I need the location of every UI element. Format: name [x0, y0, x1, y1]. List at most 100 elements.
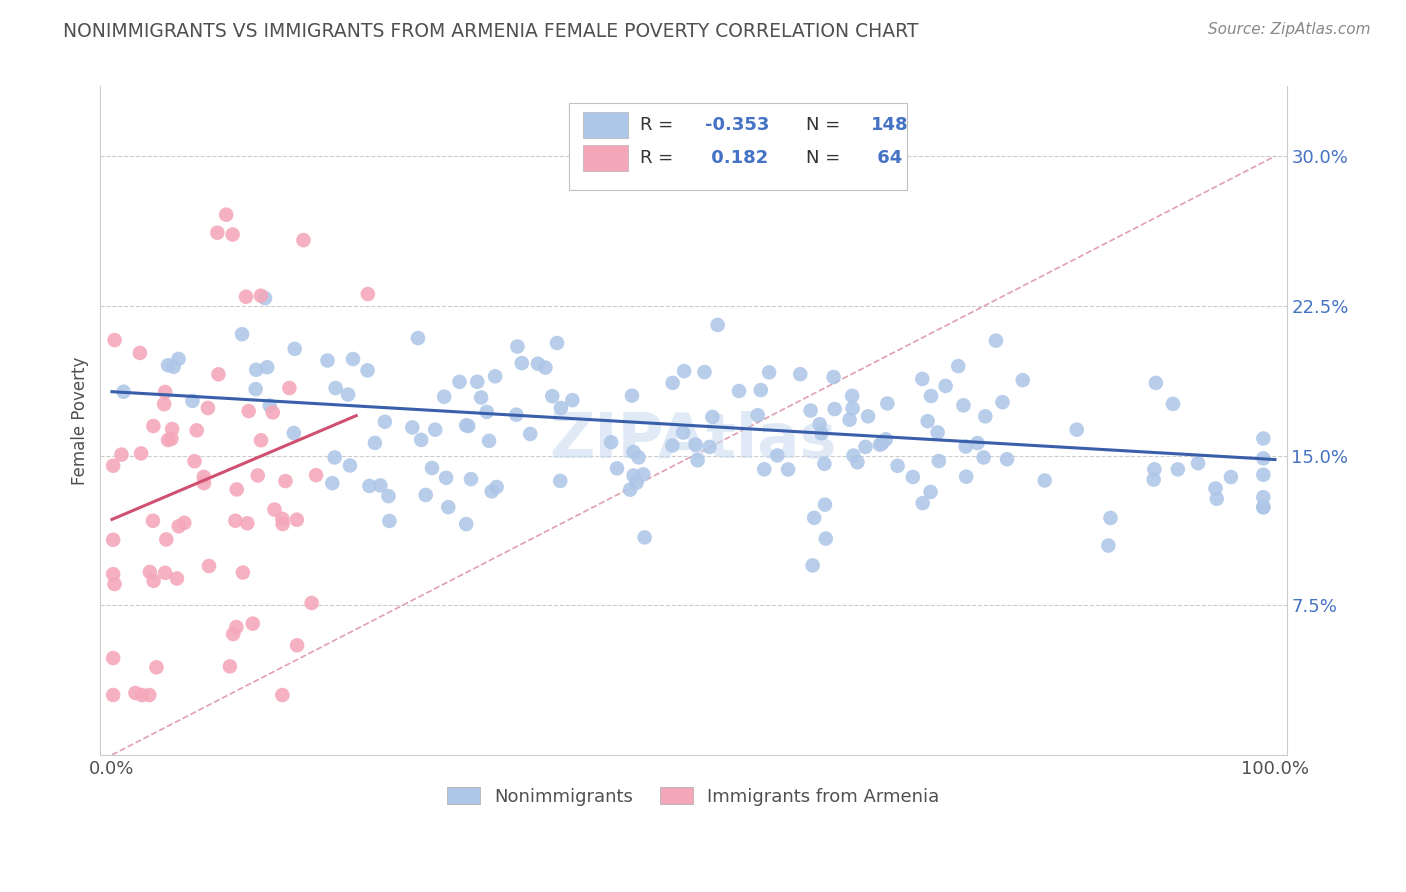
- Point: [886, 458, 908, 473]
- Point: [813, 457, 835, 471]
- Point: [160, 432, 183, 446]
- Point: [1161, 397, 1184, 411]
- Point: [112, 384, 135, 399]
- Point: [1253, 432, 1275, 446]
- Point: [1253, 500, 1275, 514]
- Point: [546, 336, 568, 351]
- Point: [1099, 511, 1122, 525]
- Point: [356, 363, 378, 377]
- Point: [253, 291, 276, 305]
- Point: [623, 468, 645, 483]
- Point: [103, 577, 125, 591]
- Point: [803, 511, 825, 525]
- Point: [505, 408, 527, 422]
- Point: [434, 471, 457, 485]
- Point: [1144, 376, 1167, 390]
- Y-axis label: Female Poverty: Female Poverty: [72, 357, 89, 485]
- Point: [478, 434, 501, 448]
- Point: [342, 352, 364, 367]
- Point: [623, 445, 645, 459]
- Text: 148: 148: [872, 116, 910, 134]
- Point: [814, 498, 837, 512]
- Point: [197, 401, 219, 415]
- Point: [801, 558, 824, 573]
- Point: [485, 480, 508, 494]
- Point: [460, 472, 482, 486]
- Point: [221, 227, 243, 242]
- Point: [541, 389, 564, 403]
- Point: [101, 688, 124, 702]
- Text: Source: ZipAtlas.com: Source: ZipAtlas.com: [1208, 22, 1371, 37]
- Point: [406, 331, 429, 345]
- Point: [222, 627, 245, 641]
- Point: [928, 454, 950, 468]
- Point: [1066, 423, 1088, 437]
- Text: N =: N =: [806, 149, 846, 167]
- Point: [917, 414, 939, 428]
- Point: [1205, 482, 1227, 496]
- Point: [1011, 373, 1033, 387]
- Point: [901, 470, 924, 484]
- Point: [548, 474, 571, 488]
- Point: [952, 398, 974, 412]
- Point: [160, 422, 183, 436]
- Point: [378, 514, 401, 528]
- Text: R =: R =: [640, 149, 679, 167]
- Point: [271, 516, 294, 531]
- Point: [283, 425, 305, 440]
- Point: [101, 651, 124, 665]
- Point: [465, 375, 488, 389]
- Point: [142, 419, 165, 434]
- Point: [991, 395, 1014, 409]
- Point: [995, 452, 1018, 467]
- Point: [163, 359, 186, 374]
- Point: [219, 659, 242, 673]
- Point: [274, 474, 297, 488]
- Point: [359, 479, 381, 493]
- Point: [101, 458, 124, 473]
- Point: [955, 469, 977, 483]
- Point: [911, 372, 934, 386]
- Point: [1205, 491, 1227, 506]
- Point: [181, 393, 204, 408]
- Point: [550, 401, 572, 415]
- Point: [758, 365, 780, 379]
- Point: [475, 405, 498, 419]
- Point: [401, 420, 423, 434]
- Point: [124, 686, 146, 700]
- Point: [506, 339, 529, 353]
- Point: [101, 533, 124, 547]
- Point: [156, 358, 179, 372]
- Point: [337, 387, 360, 401]
- Point: [321, 476, 343, 491]
- Point: [627, 450, 650, 465]
- Point: [316, 353, 339, 368]
- Text: N =: N =: [806, 116, 846, 134]
- Point: [855, 440, 877, 454]
- Point: [870, 436, 893, 450]
- Point: [193, 476, 215, 491]
- Point: [256, 360, 278, 375]
- Point: [364, 436, 387, 450]
- Point: [456, 418, 478, 433]
- Point: [808, 417, 831, 432]
- Point: [1143, 473, 1166, 487]
- Point: [142, 574, 165, 588]
- Point: [245, 363, 267, 377]
- Point: [263, 502, 285, 516]
- Point: [411, 433, 433, 447]
- Point: [153, 397, 176, 411]
- Point: [456, 517, 478, 532]
- Point: [911, 496, 934, 510]
- Point: [167, 351, 190, 366]
- Point: [1033, 474, 1056, 488]
- Point: [425, 423, 447, 437]
- Point: [198, 559, 221, 574]
- Point: [841, 401, 863, 416]
- Point: [1253, 451, 1275, 466]
- Point: [1097, 539, 1119, 553]
- Point: [927, 425, 949, 440]
- Point: [481, 484, 503, 499]
- Point: [224, 514, 246, 528]
- Point: [619, 483, 641, 497]
